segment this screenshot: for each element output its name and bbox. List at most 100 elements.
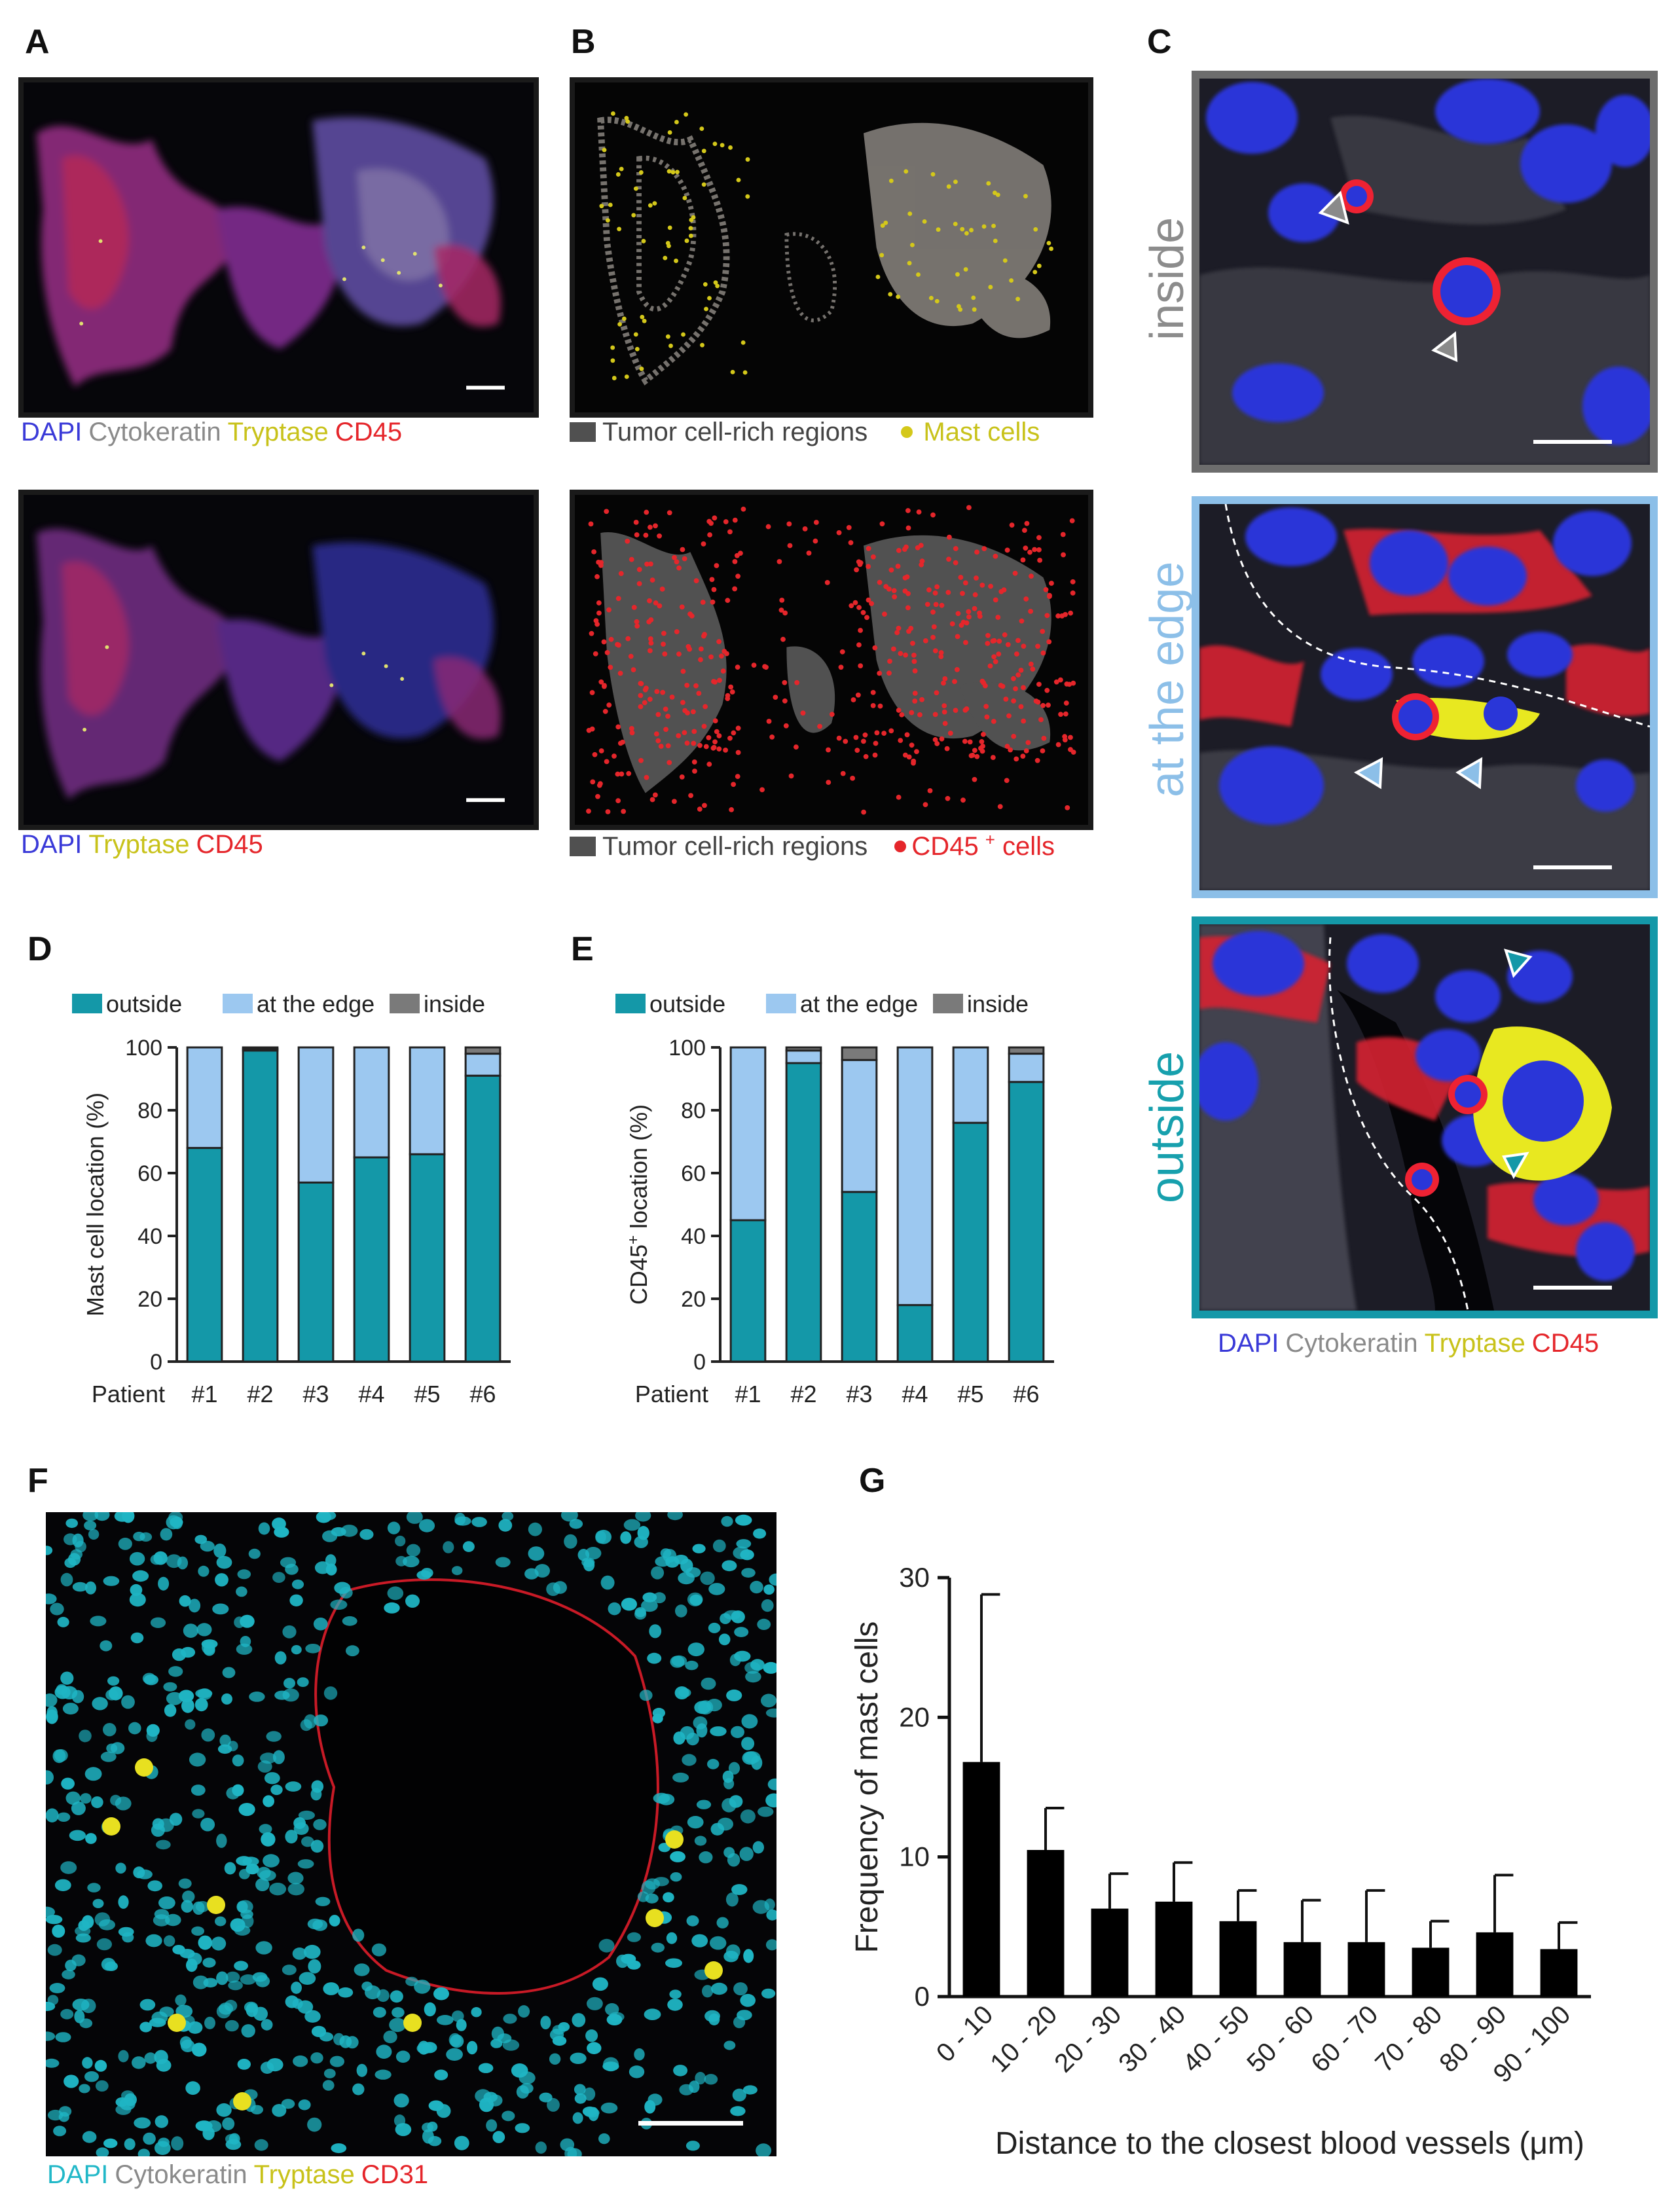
nucleus [49,1983,65,1993]
y-tick-label: 80 [137,1098,162,1123]
nucleus [389,2018,406,2033]
cd45-cell-dot [628,653,634,659]
nucleus [766,1909,776,1921]
nucleus [454,1512,466,1526]
nucleus [130,1632,144,1644]
cd45-cell-dot [703,744,709,750]
nucleus [304,2010,321,2023]
nucleus [191,1926,204,1936]
cd45-cell-dot [647,697,653,702]
cd45-cell-dot [731,730,737,736]
cd45-cell-dot [685,643,691,649]
cd45-cell-dot [1011,698,1017,704]
panel-label-e: E [571,930,594,968]
nucleus [730,2106,746,2116]
nucleus [305,1644,321,1654]
cd45-cell-dot [782,698,788,704]
cd45-cell-dot [916,509,922,515]
nucleus [641,1880,656,1894]
mast-cell-dot [684,238,689,244]
nucleus [241,2024,255,2038]
nucleus [118,2050,129,2063]
nucleus [71,1690,84,1703]
mast-cell-dot [633,186,638,191]
nucleus [263,1795,274,1807]
cd45-cell-dot [945,590,951,595]
cd45-cell-dot [932,737,938,742]
mast-cell-dot [1046,241,1051,245]
nucleus [598,2133,610,2145]
bar-segment-outside [409,1153,446,1363]
nucleus [644,2100,656,2114]
cd45-cell-dot [1003,697,1009,702]
nucleus [149,2018,166,2027]
legend-a-bottom: DAPI Tryptase CD45 [21,830,270,860]
legend-label: at the edge [800,990,918,1017]
cd45-cell-dot [926,587,932,592]
nucleus [732,2088,746,2102]
legend-b-top-cells: Mast cells [923,418,1040,446]
nucleus [710,1936,727,1950]
cd45-cell-dot [604,649,610,655]
nucleus [88,1529,100,1540]
cd45-cell-dot [953,708,959,714]
cd45-cell-dot [740,506,746,512]
nucleus [150,1554,163,1565]
y-tick-label: 100 [668,1036,706,1060]
nucleus [570,2052,587,2064]
bar-segment-outside [297,1181,335,1363]
mast-cell-dot [740,340,746,345]
cd45-cell-dot [848,540,854,545]
nucleus [175,1994,187,2006]
cd45-cell-dot [619,771,625,777]
bar-segment-outside [952,1121,989,1363]
cd45-cell-dot [1037,557,1043,563]
cd45-cell-dot [846,525,852,530]
nucleus [114,1512,131,1522]
cd45-cell-dot [593,651,598,657]
x-tick-label: #6 [469,1381,496,1407]
nucleus [182,1891,195,1903]
cd45-cell-dot [682,730,687,736]
nucleus [82,1512,99,1521]
nucleus [143,2132,156,2145]
mast-cell-dot [907,211,913,216]
nucleus [682,1754,697,1766]
nucleus [687,1816,704,1829]
cd45-cell-dot [905,525,911,531]
cd45-cell-dot [728,684,734,690]
bar-segment-outside [729,1219,767,1363]
cd45-cell-dot [723,748,729,753]
y-tick-label: 80 [681,1098,706,1123]
cd45-cell-dot [911,652,917,658]
x-tick-label: #2 [790,1381,816,1407]
cd45-cell-dot [974,753,980,759]
cd45-cell-dot [735,573,741,579]
cd45-cell-dot [667,510,672,516]
cd45-cell-dot [838,664,844,670]
cd45-cell-dot [661,642,666,647]
nucleus [696,1800,712,1809]
cd45-cell-dot [879,521,885,527]
nucleus [215,1916,227,1927]
mast-cell-dot [907,261,912,266]
cd45-cell-dot [1068,610,1074,616]
nucleus [721,1560,737,1572]
nucleus [264,1772,280,1784]
mast-cell-dot [1002,258,1008,263]
cd45-cell-dot [669,695,675,700]
nucleus [692,1544,706,1553]
nucleus [342,1616,357,1626]
nucleus [695,2072,706,2085]
nucleus [304,1944,321,1959]
cd45-cell-dot [882,611,887,617]
nucleus [674,1555,689,1565]
cd45-cell-dot [974,575,979,581]
nucleus [46,1546,53,1555]
nucleus [475,2089,491,2103]
nucleus [137,1869,153,1879]
cd45-cell-dot [856,605,862,610]
cd45-cell-dot [1004,547,1010,553]
nucleus [224,1862,236,1875]
nucleus [54,1879,71,1891]
